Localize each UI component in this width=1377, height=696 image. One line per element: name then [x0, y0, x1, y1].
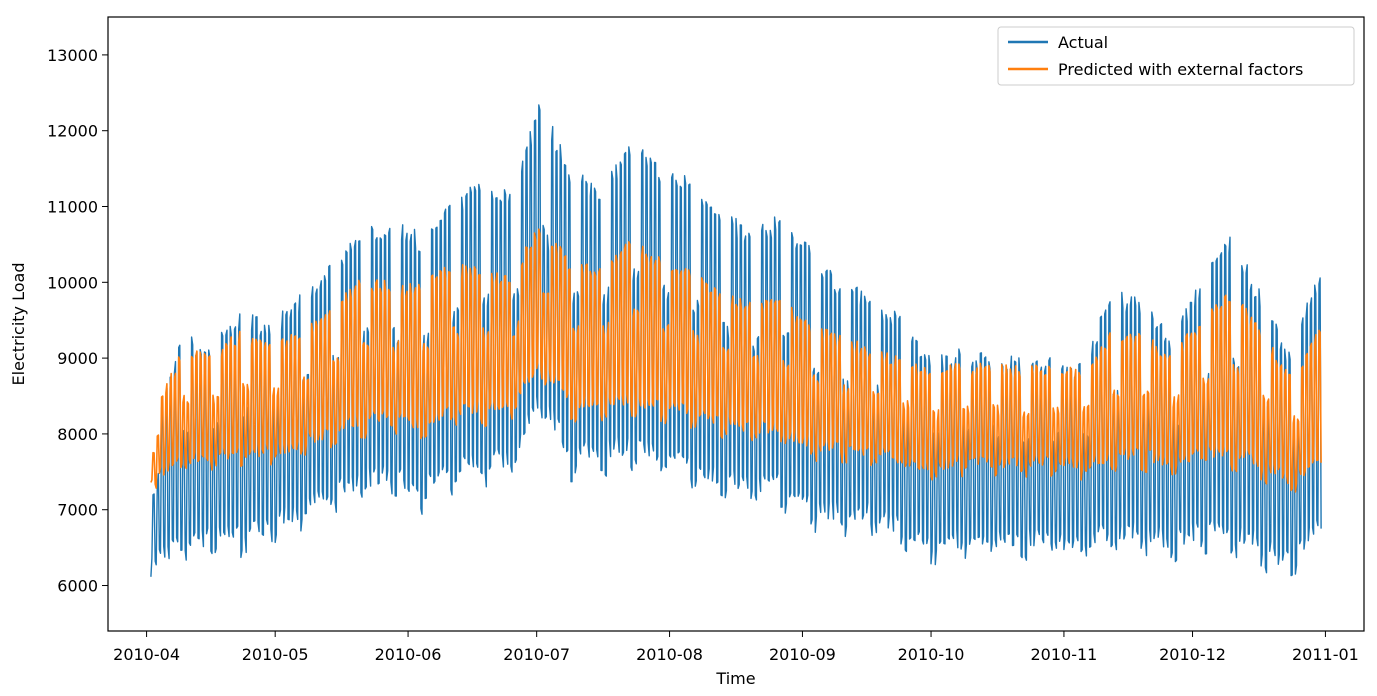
legend-label-predicted: Predicted with external factors	[1058, 60, 1303, 79]
y-axis: 6000 7000 8000 9000 10000 11000 12000 13000	[47, 46, 108, 596]
x-tick-label: 2010-09	[769, 645, 836, 664]
y-tick-label: 10000	[47, 273, 98, 292]
x-axis: 2010-04 2010-05 2010-06 2010-07 2010-08 2010-…	[113, 631, 1359, 664]
y-tick-label: 13000	[47, 46, 98, 65]
x-tick-label: 2011-01	[1292, 645, 1359, 664]
x-tick-label: 2010-07	[503, 645, 570, 664]
y-axis-label: Electricity Load	[9, 263, 28, 386]
x-tick-label: 2010-08	[636, 645, 703, 664]
series-layer	[150, 104, 1322, 577]
y-tick-label: 11000	[47, 198, 98, 217]
x-tick-label: 2010-12	[1159, 645, 1226, 664]
x-axis-label: Time	[715, 669, 755, 688]
x-tick-label: 2010-05	[242, 645, 309, 664]
y-tick-label: 9000	[57, 349, 98, 368]
series-line-actual	[150, 104, 1322, 577]
y-tick-label: 7000	[57, 501, 98, 520]
legend-box	[997, 26, 1355, 86]
x-tick-label: 2010-04	[113, 645, 180, 664]
y-tick-label: 12000	[47, 122, 98, 141]
series-line-predicted	[150, 228, 1322, 493]
x-tick-label: 2010-11	[1031, 645, 1098, 664]
x-tick-label: 2010-06	[375, 645, 442, 664]
y-tick-label: 6000	[57, 577, 98, 596]
plot-frame	[107, 16, 1365, 632]
legend-label-actual: Actual	[1058, 33, 1108, 52]
legend: Actual Predicted with external factors	[997, 26, 1355, 86]
x-tick-label: 2010-10	[898, 645, 965, 664]
y-tick-label: 8000	[57, 425, 98, 444]
